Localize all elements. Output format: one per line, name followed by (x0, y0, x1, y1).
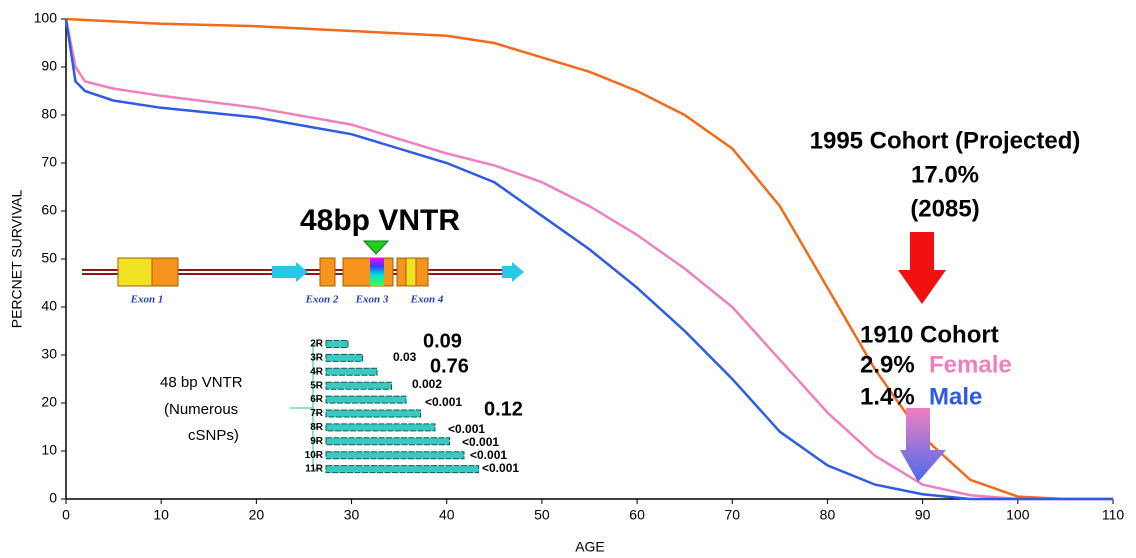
y-tick-label: 80 (41, 106, 57, 122)
arrow (272, 262, 308, 282)
repeat-list: 2R 0.09 3R 0.03 4R 0.76 5R 0.002 6R <0.001 7R 0.12 8… (305, 330, 523, 475)
annotation: 1995 Cohort (Projected) (810, 127, 1081, 154)
p-value: 0.09 (423, 330, 462, 352)
repeat-bar (325, 465, 479, 474)
p-value: <0.001 (482, 461, 519, 475)
annotation: (2085) (910, 195, 979, 222)
y-tick-label: 30 (41, 346, 57, 362)
exon-box (405, 257, 417, 287)
vntr-note: 48 bp VNTR (Numerous cSNPs) (160, 344, 314, 469)
exon-label: Exon 1 (130, 294, 164, 306)
repeat-bar (325, 409, 421, 418)
series-line (64, 18, 1113, 501)
vntr-marker (362, 240, 390, 255)
repeat-bar (325, 381, 392, 390)
gene-diagram: 48bp VNTR Exon 1 Exon 2 Exon 3 Exon 4 (82, 204, 524, 306)
y-tick-label: 100 (34, 10, 58, 26)
x-tick-label: 10 (153, 507, 169, 523)
y-tick-label: 10 (41, 442, 57, 458)
inset-title: 48bp VNTR (300, 204, 460, 237)
p-value: <0.001 (425, 395, 462, 409)
x-tick-label: 80 (820, 507, 836, 523)
p-value: 0.002 (412, 377, 442, 391)
repeat-label: 4R (310, 366, 324, 377)
x-tick-label: 40 (439, 507, 455, 523)
x-tick-label: 0 (62, 507, 70, 523)
x-tick-label: 60 (629, 507, 645, 523)
repeat-label: 5R (310, 380, 324, 391)
p-value: 0.76 (430, 355, 469, 377)
exon-box (117, 257, 153, 287)
p-value: 0.12 (484, 398, 523, 420)
x-tick-label: 100 (1006, 507, 1030, 523)
legend-entry: Female (929, 351, 1012, 378)
y-tick-label: 50 (41, 250, 57, 266)
repeat-label: 6R (310, 394, 324, 405)
repeat-bar (325, 423, 436, 432)
exon-box (415, 257, 429, 287)
note-line: 48 bp VNTR (160, 374, 243, 391)
x-tick-label: 50 (534, 507, 550, 523)
repeat-label: 8R (310, 422, 324, 433)
x-tick-label: 90 (915, 507, 931, 523)
vntr-region (370, 258, 384, 286)
repeat-label: 2R (310, 339, 324, 350)
repeat-label: 3R (310, 353, 324, 364)
p-value: <0.001 (462, 435, 499, 449)
exon-label: Exon 4 (410, 294, 444, 306)
repeat-label: 10R (305, 450, 324, 461)
y-axis-label: PERCNET SURVIVAL (9, 190, 25, 329)
annotation: 17.0% (911, 161, 979, 188)
exon-box (342, 257, 394, 287)
y-tick-label: 40 (41, 298, 57, 314)
arrow (900, 408, 946, 482)
x-tick-label: 30 (344, 507, 360, 523)
x-axis-label: AGE (575, 539, 605, 555)
repeat-label: 9R (310, 436, 324, 447)
repeat-bar (325, 367, 378, 376)
y-tick-label: 70 (41, 154, 57, 170)
y-tick-label: 20 (41, 394, 57, 410)
exon-box (319, 257, 336, 287)
y-tick-label: 90 (41, 58, 57, 74)
x-tick-label: 70 (724, 507, 740, 523)
arrow (502, 262, 524, 282)
repeat-label: 11R (305, 464, 324, 475)
exon-box (396, 257, 407, 287)
y-tick-label: 60 (41, 202, 57, 218)
repeat-bar (325, 451, 465, 460)
legend-entry: Male (929, 383, 982, 410)
y-tick-label: 0 (49, 490, 57, 506)
p-value: <0.001 (470, 448, 507, 462)
exon-box (151, 257, 179, 287)
series-group (64, 17, 1113, 501)
x-tick-label: 20 (249, 507, 265, 523)
annotations: 1995 Cohort (Projected) 17.0% (2085) 191… (810, 127, 1081, 482)
annotation: 2.9% (860, 351, 915, 378)
repeat-label: 7R (310, 408, 324, 419)
p-value: <0.001 (448, 422, 485, 436)
series-line (65, 17, 1113, 501)
annotation: 1.4% (860, 383, 915, 410)
exon-label: Exon 3 (355, 294, 389, 306)
arrow (898, 232, 946, 304)
repeat-bar (325, 437, 450, 446)
x-tick-label: 110 (1102, 507, 1125, 523)
repeat-bar (325, 395, 407, 404)
repeat-bar (325, 340, 349, 348)
repeat-bar (325, 353, 363, 362)
axes: AGE PERCNET SURVIVAL 0 10 20 30 40 50 60 70 80 90… (9, 10, 1125, 555)
exon-label: Exon 2 (305, 294, 339, 306)
note-line: cSNPs) (188, 427, 239, 444)
p-value: 0.03 (393, 350, 417, 364)
series-line (64, 18, 1113, 501)
annotation: 1910 Cohort (860, 321, 999, 348)
note-line: (Numerous (164, 401, 238, 418)
